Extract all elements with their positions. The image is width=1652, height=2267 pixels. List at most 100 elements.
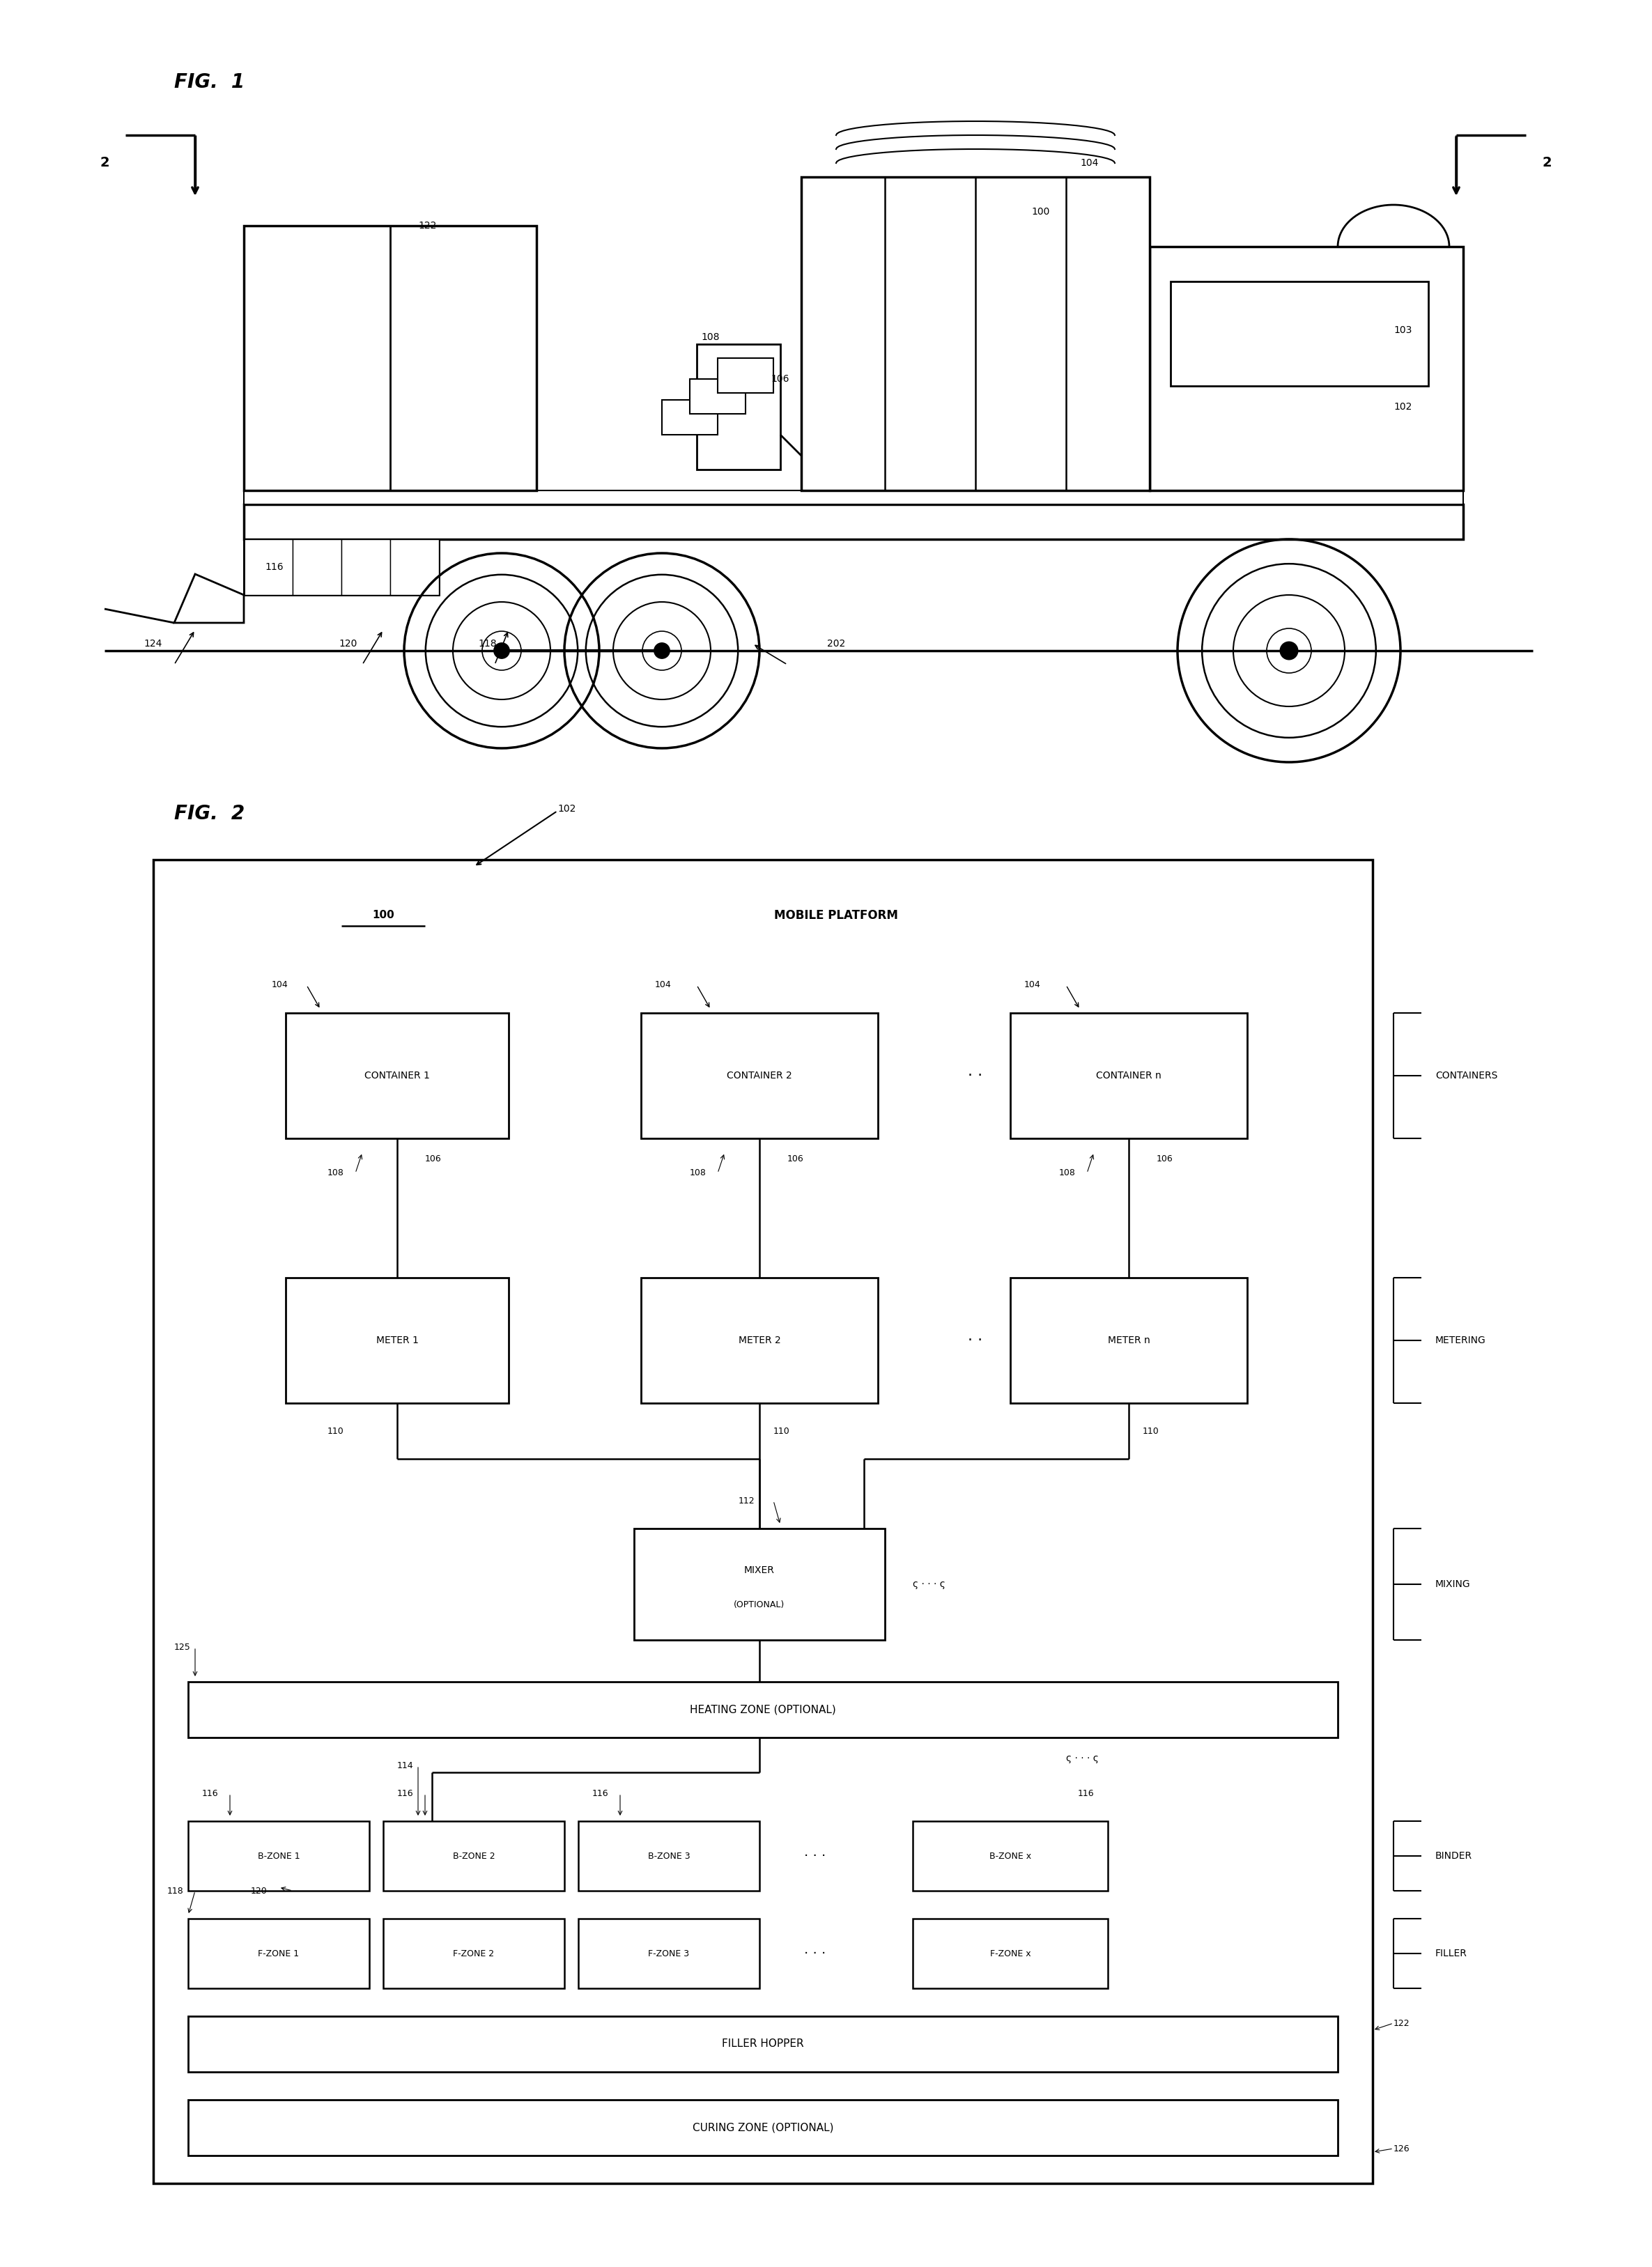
Text: F-ZONE x: F-ZONE x	[990, 1950, 1031, 1959]
Text: 114: 114	[396, 1761, 413, 1771]
Bar	[188, 1918, 370, 1988]
Bar	[383, 1820, 565, 1891]
Text: 116: 116	[591, 1789, 608, 1798]
Bar	[697, 345, 780, 469]
Text: 108: 108	[691, 1170, 707, 1179]
Bar	[1011, 1279, 1247, 1403]
Text: 104: 104	[1080, 159, 1099, 168]
Bar	[244, 227, 537, 490]
Bar	[641, 1013, 877, 1138]
Bar	[244, 503, 1464, 540]
Text: B-ZONE x: B-ZONE x	[990, 1852, 1031, 1861]
Text: 116: 116	[202, 1789, 218, 1798]
Text: B-ZONE 1: B-ZONE 1	[258, 1852, 299, 1861]
Text: 102: 102	[557, 805, 577, 814]
Text: MIXING: MIXING	[1436, 1580, 1470, 1589]
Text: METERING: METERING	[1436, 1335, 1487, 1344]
Text: FILLER HOPPER: FILLER HOPPER	[722, 2038, 805, 2049]
Bar	[801, 177, 1150, 490]
Text: 110: 110	[773, 1426, 790, 1435]
Bar	[342, 540, 390, 594]
Text: ς · · · ς: ς · · · ς	[1066, 1755, 1099, 1764]
Text: BINDER: BINDER	[1436, 1852, 1472, 1861]
Text: 118: 118	[167, 1886, 183, 1895]
Text: B-ZONE 3: B-ZONE 3	[648, 1852, 691, 1861]
Text: MIXER: MIXER	[743, 1566, 775, 1576]
Bar	[914, 1918, 1108, 1988]
Bar	[390, 540, 439, 594]
Text: CONTAINERS: CONTAINERS	[1436, 1070, 1498, 1081]
Text: CONTAINER 1: CONTAINER 1	[365, 1070, 430, 1081]
Bar	[244, 540, 439, 594]
Circle shape	[1280, 642, 1298, 660]
Text: (OPTIONAL): (OPTIONAL)	[733, 1601, 785, 1610]
Bar	[717, 358, 773, 392]
Text: 120: 120	[251, 1886, 268, 1895]
Text: 104: 104	[271, 982, 289, 991]
Text: 110: 110	[327, 1426, 344, 1435]
Bar	[634, 1528, 885, 1639]
Text: · ·: · ·	[968, 1068, 983, 1084]
Text: 112: 112	[738, 1496, 755, 1505]
Text: 125: 125	[173, 1641, 190, 1650]
Text: METER 2: METER 2	[738, 1335, 781, 1344]
Text: · · ·: · · ·	[805, 1947, 826, 1961]
Bar	[914, 1820, 1108, 1891]
Text: 202: 202	[828, 639, 846, 648]
Text: FILLER: FILLER	[1436, 1950, 1467, 1959]
Bar	[188, 2015, 1338, 2072]
Text: 104: 104	[654, 982, 671, 991]
Text: F-ZONE 3: F-ZONE 3	[648, 1950, 689, 1959]
Bar	[244, 540, 292, 594]
Text: ς · · · ς: ς · · · ς	[914, 1580, 945, 1589]
Text: 104: 104	[1024, 982, 1041, 991]
Text: METER n: METER n	[1107, 1335, 1150, 1344]
Text: 102: 102	[1394, 401, 1412, 413]
Bar	[1171, 281, 1429, 385]
Bar	[691, 379, 745, 415]
Text: 2: 2	[99, 156, 109, 170]
Bar	[292, 540, 342, 594]
Text: 108: 108	[327, 1170, 344, 1179]
Circle shape	[494, 644, 509, 657]
Text: 100: 100	[1031, 206, 1049, 218]
Bar	[154, 859, 1373, 2183]
Text: B-ZONE 2: B-ZONE 2	[453, 1852, 496, 1861]
Text: 120: 120	[339, 639, 357, 648]
Bar	[188, 1682, 1338, 1737]
Text: CONTAINER 2: CONTAINER 2	[727, 1070, 791, 1081]
Bar	[578, 1820, 760, 1891]
Text: 116: 116	[264, 562, 282, 571]
Bar	[662, 399, 717, 435]
Text: 122: 122	[418, 220, 436, 231]
Text: 106: 106	[788, 1154, 805, 1163]
Text: 106: 106	[1156, 1154, 1173, 1163]
Text: 118: 118	[479, 639, 497, 648]
Text: FIG.  1: FIG. 1	[173, 73, 244, 93]
Text: 124: 124	[144, 639, 162, 648]
Text: CONTAINER n: CONTAINER n	[1095, 1070, 1161, 1081]
Bar	[641, 1279, 877, 1403]
Polygon shape	[173, 574, 244, 623]
Text: FIG.  2: FIG. 2	[173, 805, 244, 823]
Circle shape	[654, 644, 669, 657]
Text: MOBILE PLATFORM: MOBILE PLATFORM	[775, 909, 899, 923]
Text: 122: 122	[1394, 2018, 1409, 2027]
Text: 103: 103	[1394, 326, 1412, 336]
Text: 110: 110	[1143, 1426, 1160, 1435]
Text: HEATING ZONE (OPTIONAL): HEATING ZONE (OPTIONAL)	[691, 1705, 836, 1714]
Bar	[286, 1279, 509, 1403]
Text: 116: 116	[1077, 1789, 1094, 1798]
Text: 116: 116	[396, 1789, 413, 1798]
Bar	[188, 1820, 370, 1891]
Bar	[383, 1918, 565, 1988]
Text: · ·: · ·	[968, 1333, 983, 1347]
Bar	[244, 490, 1464, 503]
Bar	[1150, 247, 1464, 490]
Text: · · ·: · · ·	[805, 1850, 826, 1863]
Text: METER 1: METER 1	[377, 1335, 418, 1344]
Text: 108: 108	[702, 333, 720, 342]
Text: 106: 106	[425, 1154, 441, 1163]
Text: F-ZONE 1: F-ZONE 1	[258, 1950, 299, 1959]
Text: CURING ZONE (OPTIONAL): CURING ZONE (OPTIONAL)	[692, 2122, 834, 2133]
